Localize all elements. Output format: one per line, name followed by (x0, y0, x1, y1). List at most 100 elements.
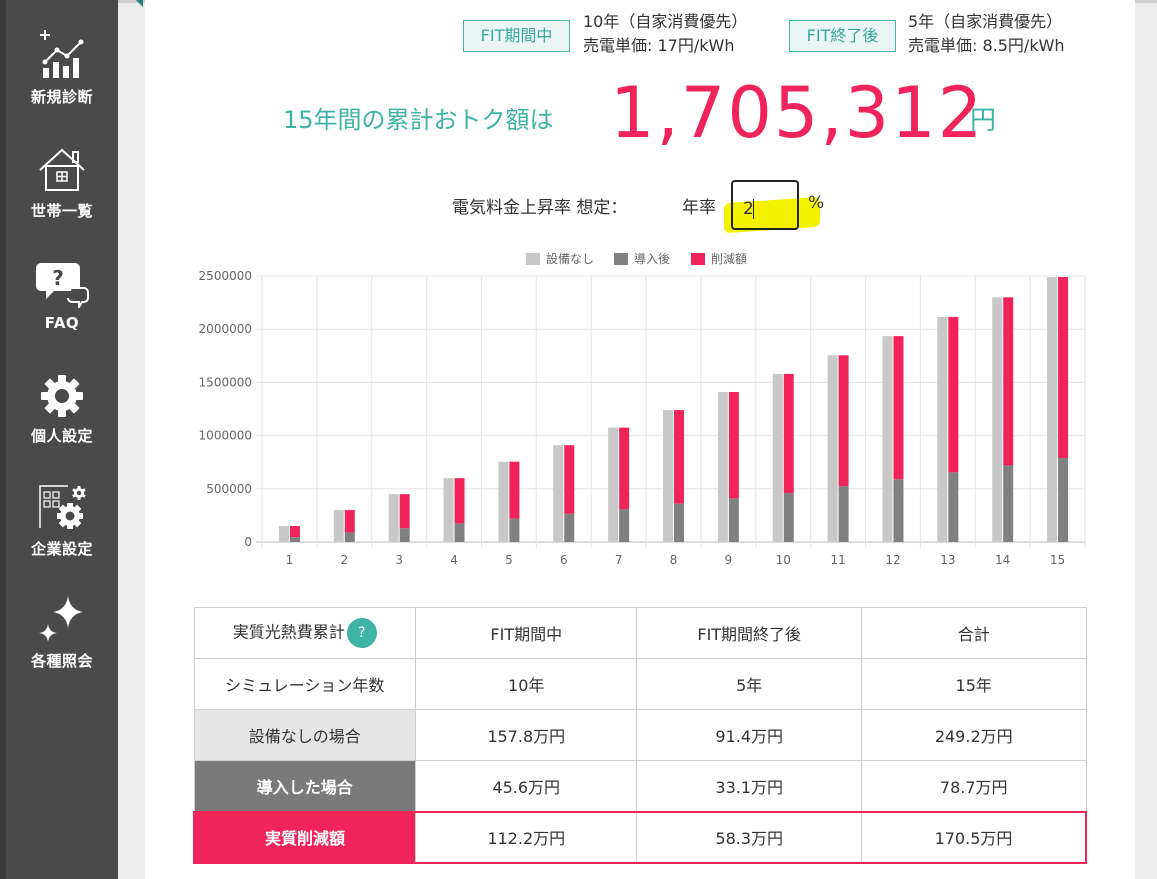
table-cell: 33.1万円 (636, 760, 862, 812)
sidebar-item-label: 各種照会 (30, 652, 93, 670)
table-header-total: 合計 (860, 607, 1087, 659)
bar-after-install (1058, 457, 1069, 542)
table-header-row: 実質光熱費累計? FIT期間中 FIT期間終了後 合計 (193, 607, 1087, 659)
bar-after-install (454, 523, 465, 542)
legend-label-no-equipment: 設備なし (546, 251, 594, 266)
x-tick-label: 9 (725, 553, 733, 567)
table-header-label: 実質光熱費累計 (232, 622, 345, 642)
company-gear-icon (39, 485, 86, 529)
rate-prefix: 年率 (682, 198, 716, 218)
sidebar-item-personal-settings[interactable]: 個人設定 (6, 373, 118, 446)
bar-savings (399, 494, 410, 529)
y-tick-label: 1500000 (199, 375, 252, 389)
chart-bars (278, 277, 1069, 542)
y-tick-label: 2000000 (199, 322, 252, 336)
bar-savings (838, 355, 849, 487)
bar-no-equipment (827, 355, 838, 542)
bar-no-equipment (498, 461, 509, 542)
table-cell: 249.2万円 (860, 709, 1087, 761)
sidebar-item-new-diagnosis[interactable]: 新規診断 (6, 28, 118, 107)
sidebar-item-label: FAQ (44, 314, 80, 332)
bar-savings (564, 445, 575, 514)
bar-after-install (948, 472, 959, 542)
bar-after-install (289, 537, 300, 542)
corner-accent (136, 0, 143, 7)
legend-label-after-install: 導入後 (634, 252, 670, 266)
bar-no-equipment (388, 494, 399, 542)
bar-no-equipment (333, 510, 344, 542)
sidebar-item-faq[interactable]: ? FAQ (6, 260, 118, 332)
bar-savings (1058, 277, 1069, 458)
bar-savings (948, 316, 959, 473)
result-table: 実質光熱費累計? FIT期間中 FIT期間終了後 合計 シミュレーション年数 1… (192, 607, 1087, 864)
bar-after-install (344, 532, 355, 542)
table-cell: 15年 (860, 658, 1087, 710)
bar-no-equipment (882, 336, 893, 542)
chart-legend: 設備なし 導入後 削減額 (526, 251, 747, 266)
table-cell: 170.5万円 (860, 810, 1087, 864)
sidebar-item-household-list[interactable]: 世帯一覧 (6, 146, 118, 221)
table-row-after-install: 導入した場合 45.6万円 33.1万円 78.7万円 (193, 760, 1087, 812)
legend-swatch-no-equipment (526, 253, 540, 265)
bar-savings (1003, 297, 1014, 466)
bar-no-equipment (278, 526, 289, 542)
sidebar-item-company-settings[interactable]: 企業設定 (6, 484, 118, 559)
x-tick-label: 10 (776, 553, 791, 567)
text-caret (753, 199, 754, 219)
x-tick-label: 8 (670, 553, 678, 567)
x-axis: 1 2 3 4 5 6 7 8 9 10 11 12 13 14 15 (286, 553, 1066, 567)
x-tick-label: 2 (340, 553, 348, 567)
y-tick-label: 1000000 (199, 429, 252, 443)
sidebar-item-inquiries[interactable]: 各種照会 (6, 594, 118, 671)
bar-savings (344, 510, 355, 533)
chart-plus-icon (40, 30, 84, 78)
help-icon[interactable]: ? (346, 618, 377, 648)
bar-no-equipment (663, 410, 673, 542)
fit-after-badge: FIT終了後 (789, 20, 896, 52)
rate-label: 電気料金上昇率 想定： (452, 198, 628, 218)
bar-after-install (564, 513, 575, 542)
bar-savings (509, 461, 520, 519)
bar-no-equipment (717, 391, 728, 542)
fit-after-period: 5年（自家消費優先） (908, 12, 1063, 31)
x-tick-label: 13 (940, 553, 955, 567)
table-header-fit-during: FIT期間中 (414, 607, 638, 659)
x-tick-label: 1 (286, 553, 294, 567)
table-cell: 10年 (414, 658, 638, 710)
y-axis: 0 500000 1000000 1500000 2000000 2500000 (199, 269, 252, 549)
bar-no-equipment (1047, 277, 1058, 542)
sidebar-item-label: 世帯一覧 (30, 202, 93, 220)
x-tick-label: 7 (615, 553, 623, 567)
table-row-years: シミュレーション年数 10年 5年 15年 (193, 658, 1087, 710)
row-label: 設備なしの場合 (193, 709, 416, 761)
bar-after-install (728, 498, 739, 542)
y-tick-label: 500000 (206, 482, 252, 496)
table-row-no-equipment: 設備なしの場合 157.8万円 91.4万円 249.2万円 (193, 709, 1087, 761)
rate-input[interactable] (731, 180, 799, 230)
table-header-fit-after: FIT期間終了後 (636, 607, 862, 659)
table-cell: 112.2万円 (414, 810, 638, 864)
bar-savings (783, 373, 794, 494)
x-tick-label: 12 (885, 553, 900, 567)
house-icon (39, 148, 85, 191)
x-tick-label: 4 (450, 553, 458, 567)
bar-no-equipment (772, 373, 783, 542)
bar-no-equipment (992, 297, 1003, 542)
x-tick-label: 5 (505, 553, 513, 567)
savings-label: 15年間の累計おトク額は (283, 106, 554, 134)
gear-icon (41, 375, 83, 417)
bar-after-install (783, 493, 794, 542)
legend-label-savings: 削減額 (711, 251, 747, 266)
table-cell: 45.6万円 (414, 760, 638, 812)
bar-savings (454, 478, 465, 524)
bar-no-equipment (553, 445, 564, 542)
row-label: 実質削減額 (192, 810, 416, 864)
bar-savings (289, 526, 300, 538)
question-chat-icon: ? (36, 263, 89, 308)
legend-swatch-after-install (614, 253, 628, 265)
savings-unit: 円 (970, 106, 997, 136)
y-tick-label: 0 (244, 535, 252, 549)
fit-during-badge: FIT期間中 (463, 20, 570, 52)
row-label: 導入した場合 (193, 760, 416, 812)
bar-no-equipment (443, 478, 454, 542)
